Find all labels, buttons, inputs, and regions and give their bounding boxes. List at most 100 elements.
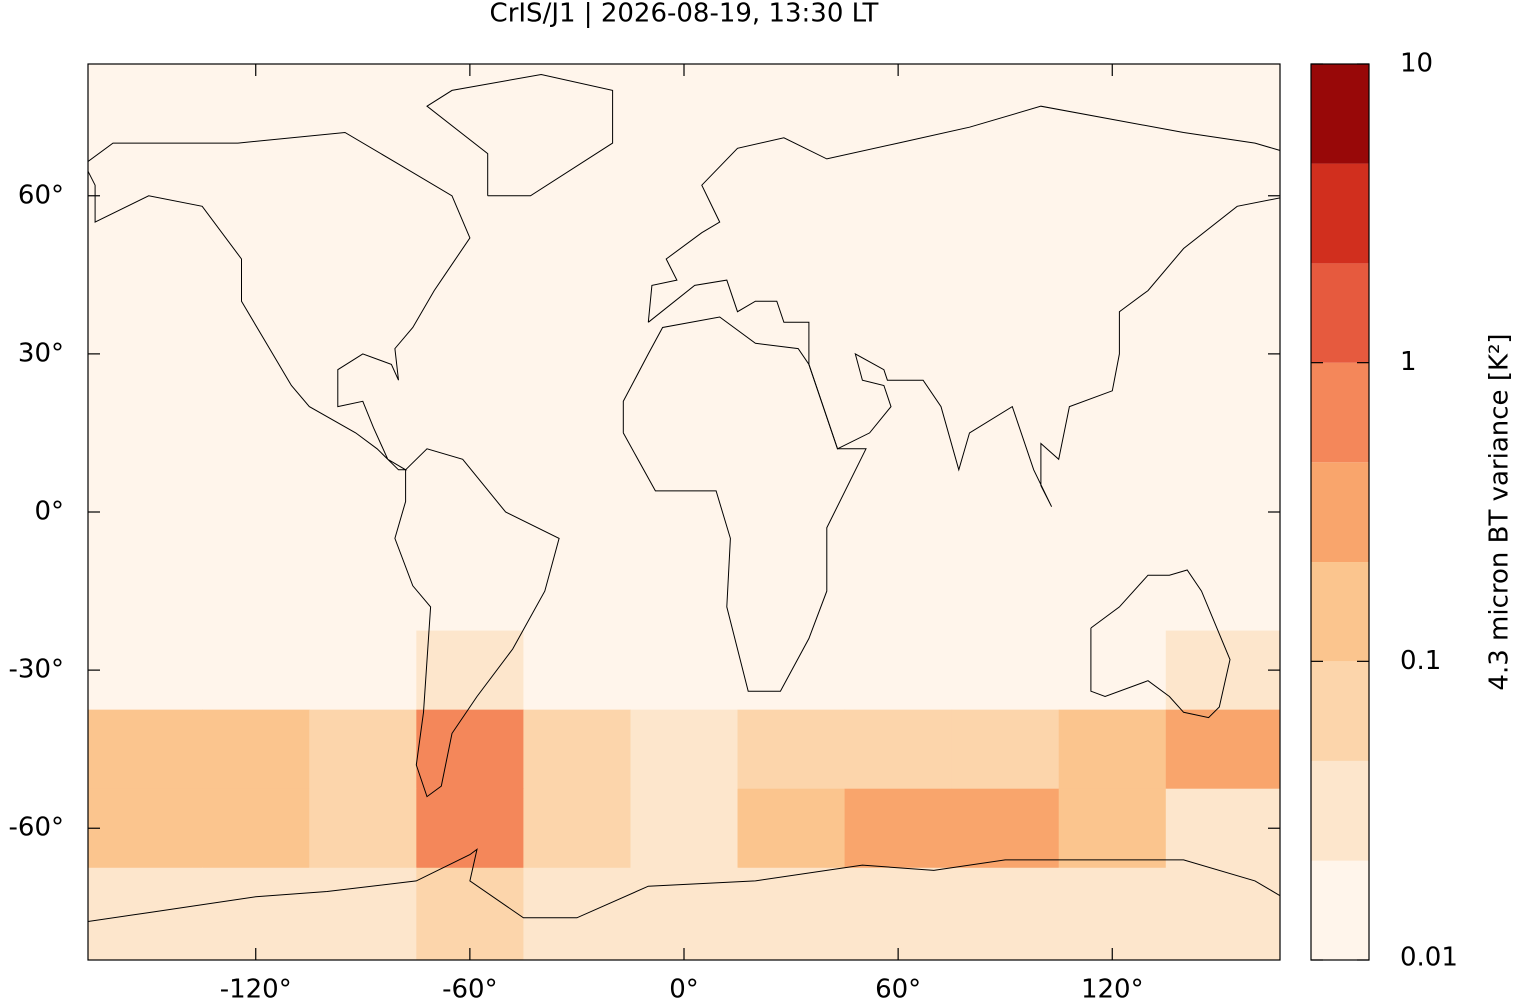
field-cell [202, 393, 310, 473]
colorbar-level [1311, 64, 1369, 164]
field-cell [523, 788, 631, 869]
field-cell [844, 867, 953, 960]
field-cell [523, 393, 631, 473]
field-cell [951, 156, 1060, 236]
field-cell [630, 630, 739, 711]
field-cell [309, 235, 417, 315]
field-cell [1058, 64, 1167, 157]
colorbar-level [1311, 562, 1369, 662]
colorbar-level [1311, 760, 1369, 861]
colorbar-level [1311, 661, 1369, 761]
coastline [622, 316, 867, 692]
field-cell [1058, 235, 1167, 315]
chart-title: CrIS/J1 | 2026-08-19, 13:30 LT [490, 0, 879, 29]
field-cell [1165, 393, 1280, 473]
field-cell [523, 472, 631, 553]
field-cell [844, 393, 953, 473]
field-cell [951, 472, 1060, 553]
colorbar-level [1311, 362, 1369, 463]
y-tick-label: 30° [18, 338, 64, 368]
axes: -120° -60° 0° 60° 120° -60° -30° 0° 30° 60° [9, 64, 1280, 1002]
field-cell [951, 630, 1060, 711]
x-tick-label: -60° [442, 975, 497, 1002]
field-cell [737, 788, 846, 869]
x-tick-label: -120° [220, 975, 292, 1002]
field-cell [844, 472, 953, 553]
colorbar-label: 4.3 micron BT variance [K²] [1485, 333, 1515, 690]
field-cell [1058, 472, 1167, 553]
y-tick-label: -30° [9, 655, 64, 685]
coastline [88, 848, 1280, 923]
colorbar-level [1311, 860, 1369, 960]
field-cell [630, 235, 739, 315]
field-cell [202, 551, 310, 632]
field-cell [844, 64, 953, 157]
field-cell [523, 867, 631, 960]
field-cell [1165, 709, 1280, 790]
field-cell [202, 314, 310, 394]
field-cell [88, 156, 203, 236]
field-cell [630, 156, 739, 236]
field-cell [416, 551, 524, 632]
field-cell [1165, 472, 1280, 553]
field-cell [1058, 709, 1167, 790]
field-cell [1165, 64, 1280, 157]
field-cell [202, 709, 310, 790]
field-cell [951, 551, 1060, 632]
field-cell [202, 630, 310, 711]
field-cell [1165, 156, 1280, 236]
colorbar-level [1311, 263, 1369, 363]
field-cell [737, 314, 846, 394]
coastline [647, 105, 1280, 507]
field-cell [416, 788, 524, 869]
field-cell [202, 867, 310, 960]
field-cell [88, 64, 203, 157]
field-cell [88, 709, 203, 790]
field-cell [737, 551, 846, 632]
field-cell [737, 867, 846, 960]
field-cell [737, 235, 846, 315]
x-tick-label: 0° [669, 975, 699, 1002]
field-cell [416, 314, 524, 394]
coastline [1090, 569, 1231, 719]
colorbar-tick-label: 10 [1400, 49, 1433, 79]
field-cell [416, 235, 524, 315]
field-cell [1058, 788, 1167, 869]
field-cell [844, 788, 953, 869]
field-cell [309, 64, 417, 157]
field-cell [737, 393, 846, 473]
field-cell [951, 709, 1060, 790]
field-cell [202, 235, 310, 315]
field-cell [309, 393, 417, 473]
field-cell [88, 551, 203, 632]
field-cell [202, 472, 310, 553]
field-cell [737, 64, 846, 157]
field-cell [951, 788, 1060, 869]
field-cell [1165, 235, 1280, 315]
field-cell [844, 156, 953, 236]
field-cell [844, 630, 953, 711]
field-cell [630, 867, 739, 960]
field-cell [88, 630, 203, 711]
field-cell [1165, 551, 1280, 632]
field-cell [416, 630, 524, 711]
field-cell [630, 551, 739, 632]
field-cell [309, 630, 417, 711]
field-cell [630, 393, 739, 473]
field-cell [523, 235, 631, 315]
field-cell [523, 630, 631, 711]
field-cell [630, 788, 739, 869]
field-cell [416, 393, 524, 473]
field-cell [88, 314, 203, 394]
field-cell [416, 64, 524, 157]
field-cell [88, 235, 203, 315]
coastlines [88, 73, 1280, 923]
field-cell [309, 867, 417, 960]
y-tick-label: 60° [18, 180, 64, 210]
colorbar-tick-label: 1 [1400, 347, 1417, 377]
field-cell [523, 314, 631, 394]
x-tick-label: 60° [875, 975, 921, 1002]
field-cell [202, 156, 310, 236]
field-cell [309, 156, 417, 236]
field-cell [737, 709, 846, 790]
